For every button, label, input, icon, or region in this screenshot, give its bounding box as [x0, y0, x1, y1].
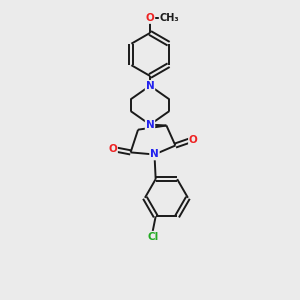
Text: O: O	[189, 135, 198, 145]
Text: Cl: Cl	[147, 232, 158, 242]
Text: N: N	[146, 120, 154, 130]
Text: O: O	[146, 13, 154, 23]
Text: N: N	[146, 81, 154, 91]
Text: N: N	[150, 149, 159, 160]
Text: CH₃: CH₃	[160, 13, 179, 23]
Text: O: O	[108, 144, 117, 154]
